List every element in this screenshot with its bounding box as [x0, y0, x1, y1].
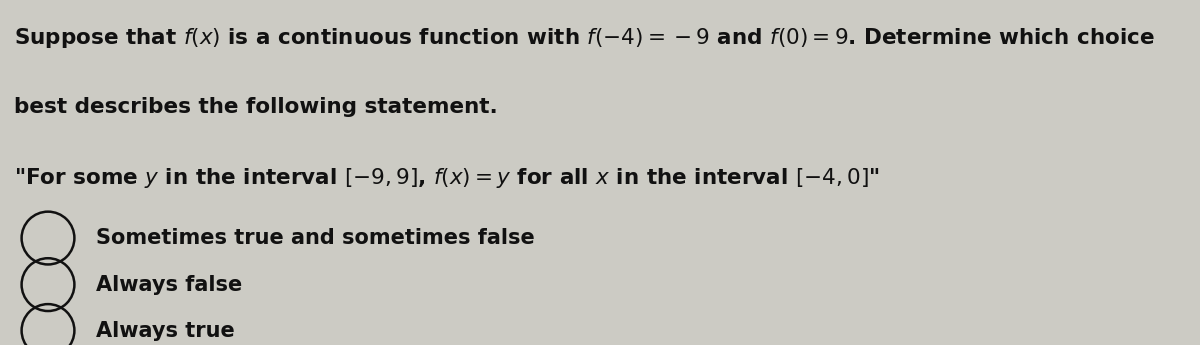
Text: best describes the following statement.: best describes the following statement. [14, 97, 498, 117]
Text: Always true: Always true [96, 321, 235, 341]
Text: "For some $y$ in the interval $[-9,9]$, $f(x) = y$ for all $x$ in the interval $: "For some $y$ in the interval $[-9,9]$, … [14, 166, 880, 190]
Text: Sometimes true and sometimes false: Sometimes true and sometimes false [96, 228, 535, 248]
Text: Suppose that $f(x)$ is a continuous function with $f(-4) = -9$ and $f(0) = 9$. D: Suppose that $f(x)$ is a continuous func… [14, 26, 1156, 50]
Text: Always false: Always false [96, 275, 242, 295]
